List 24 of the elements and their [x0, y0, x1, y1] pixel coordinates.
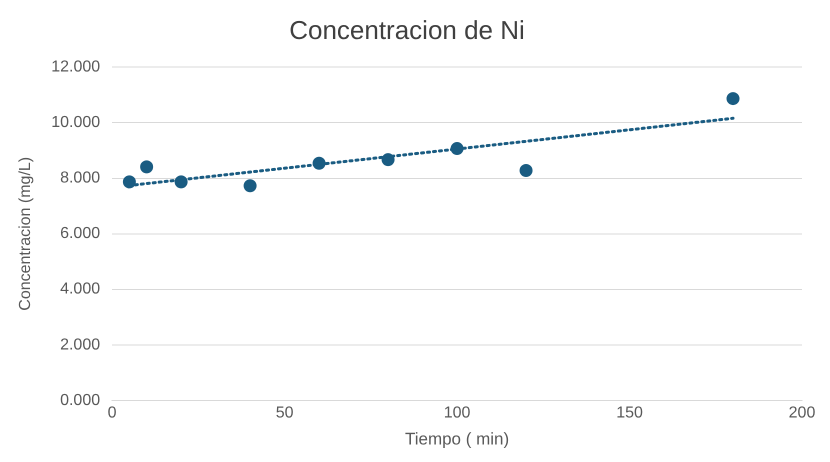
x-tick-label: 0	[108, 404, 117, 422]
y-tick-label: 8.000	[60, 170, 100, 187]
x-tick-label: 200	[788, 404, 816, 422]
point	[382, 153, 395, 166]
point	[140, 160, 154, 174]
x-tick-label: 50	[276, 404, 294, 422]
point	[174, 175, 188, 188]
y-tick-label: 4.000	[60, 280, 100, 298]
x-tick-label: 100	[444, 404, 471, 422]
point	[450, 142, 464, 156]
point	[312, 156, 326, 170]
y-tick-label: 2.000	[60, 336, 100, 354]
chart-title: Concentracion de Ni	[289, 14, 525, 45]
point	[726, 92, 740, 106]
y-axis-title: Concentracion (mg/L)	[17, 156, 34, 311]
point	[244, 179, 257, 192]
x-axis-title: Tiempo ( min)	[404, 429, 510, 448]
y-tick-label: 12.000	[51, 58, 100, 76]
y-tick-label: 10.000	[51, 114, 100, 132]
x-tick-label: 150	[616, 404, 643, 422]
point	[520, 164, 533, 177]
point	[122, 175, 136, 188]
y-tick-label: 0.000	[60, 392, 100, 409]
y-tick-label: 6.000	[60, 225, 100, 242]
